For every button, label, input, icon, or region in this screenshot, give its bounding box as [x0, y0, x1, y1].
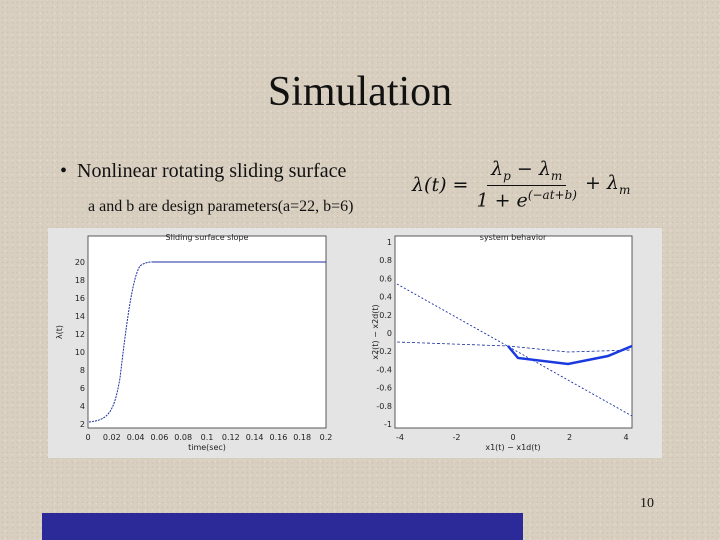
- x-tick-label: 2: [567, 433, 572, 442]
- x-tick-label: -4: [396, 433, 404, 442]
- fraction: λp − λm 1 + e(−at+b): [472, 158, 580, 211]
- x-tick-label: 0.12: [222, 433, 240, 442]
- x-label: time(sec): [188, 443, 226, 452]
- y-tick-label: 0.2: [379, 311, 392, 320]
- curve: [88, 261, 326, 423]
- numerator: λp − λm: [487, 158, 567, 186]
- y-tick-label: 1: [387, 238, 392, 247]
- denominator: 1 + e(−at+b): [472, 186, 580, 211]
- plot-title: system behavior: [480, 233, 547, 242]
- x-tick-label: 0.1: [201, 433, 214, 442]
- bullet: • Nonlinear rotating sliding surface: [60, 160, 347, 182]
- page-number: 10: [640, 496, 654, 511]
- y-label: x2(t) − x2d(t): [371, 304, 380, 359]
- y-tick-label: -0.6: [376, 384, 392, 393]
- x-tick-label: 0.18: [293, 433, 311, 442]
- slide-title: Simulation: [267, 69, 453, 115]
- y-tick-label: 12: [75, 330, 85, 339]
- y-tick-label: 6: [80, 384, 85, 393]
- y-tick-label: 4: [80, 402, 85, 411]
- t: λ: [491, 158, 504, 180]
- y-tick-label: 16: [75, 294, 85, 303]
- plot-title: Sliding surface slope: [166, 233, 249, 242]
- axes: [87, 235, 327, 429]
- t: 1 + e: [476, 189, 528, 212]
- trajectory: [396, 341, 633, 353]
- axes: [394, 235, 633, 429]
- t: p: [503, 168, 511, 183]
- x-tick-label: 0.06: [150, 433, 168, 442]
- y-tick-label: 18: [75, 276, 85, 285]
- footer-bar: [42, 513, 523, 540]
- x-tick-label: -2: [453, 433, 461, 442]
- x-tick-label: 0: [85, 433, 90, 442]
- x-tick-label: 0.02: [103, 433, 121, 442]
- x-tick-label: 0.16: [269, 433, 287, 442]
- y-tick-label: -0.2: [376, 347, 392, 356]
- x-label: x1(t) − x1d(t): [485, 443, 540, 452]
- x-tick-label: 0: [510, 433, 515, 442]
- x-tick-label: 4: [623, 433, 628, 442]
- x-tick-label: 0.14: [246, 433, 264, 442]
- y-tick-label: 8: [80, 366, 85, 375]
- y-tick-label: 0.6: [379, 274, 392, 283]
- bullet-text: Nonlinear rotating sliding surface: [77, 160, 347, 182]
- y-tick-label: 10: [75, 348, 85, 357]
- t: − λ: [510, 158, 551, 180]
- y-tick-label: -0.4: [376, 365, 392, 374]
- y-tick-label: 0.4: [379, 293, 392, 302]
- y-tick-label: 0: [387, 329, 392, 338]
- y-tick-label: 20: [75, 258, 85, 267]
- t: m: [550, 168, 563, 183]
- y-label: λ(t): [55, 325, 64, 339]
- formula: λ(t) = λp − λm 1 + e(−at+b) + λm: [412, 158, 630, 211]
- t: m: [618, 182, 631, 197]
- formula-lhs: λ(t) =: [412, 173, 469, 196]
- x-tick-label: 0.04: [127, 433, 145, 442]
- x-tick-label: 0.08: [174, 433, 192, 442]
- y-tick-label: 14: [75, 312, 85, 321]
- subtext: a and b are design parameters(a=22, b=6): [88, 198, 354, 215]
- x-tick-label: 0.2: [320, 433, 333, 442]
- chattering: [507, 344, 633, 366]
- y-tick-label: -1: [384, 420, 392, 429]
- y-tick-label: 2: [80, 420, 85, 429]
- t: (−at+b): [527, 187, 577, 202]
- trajectory: [396, 283, 633, 417]
- t: + λ: [584, 172, 619, 195]
- figure-image: Sliding surface slope time(sec) λ(t) 0 0.02 0…: [48, 228, 662, 458]
- y-tick-label: 0.8: [379, 256, 392, 265]
- y-tick-label: -0.8: [376, 402, 392, 411]
- formula-tail: + λm: [585, 172, 630, 197]
